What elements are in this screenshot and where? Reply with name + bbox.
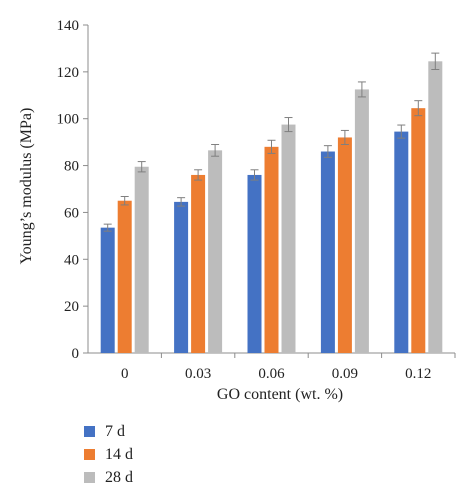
legend-label-14d: 14 d — [105, 445, 133, 463]
bar-14d-0 — [117, 200, 132, 353]
bar-28d-0.03 — [208, 150, 223, 353]
bar-7d-0 — [100, 227, 115, 353]
y-tick-label: 0 — [72, 346, 80, 362]
legend: 7 d 14 d 28 d — [84, 420, 133, 489]
bar-28d-0 — [134, 166, 149, 353]
bar-14d-0.06 — [264, 146, 279, 353]
bar-7d-0.06 — [247, 174, 262, 353]
legend-label-28d: 28 d — [105, 468, 133, 486]
error-bars — [103, 52, 440, 232]
y-tick-label: 120 — [57, 65, 80, 81]
y-tick-label: 20 — [64, 299, 79, 315]
y-tick-label: 140 — [57, 18, 80, 34]
y-tick-labels: 0 20 40 60 80 100 120 140 — [57, 18, 80, 362]
axes — [83, 24, 456, 358]
x-tick-label: 0.09 — [332, 366, 358, 382]
x-tick-label: 0.06 — [258, 366, 285, 382]
legend-swatch-28d — [84, 472, 95, 483]
x-tick-label: 0.03 — [185, 366, 211, 382]
y-tick-label: 100 — [57, 112, 80, 128]
bar-28d-0.06 — [281, 124, 296, 353]
y-axis-title: Young’s modulus (MPa) — [18, 108, 35, 265]
bar-7d-0.09 — [320, 151, 335, 353]
x-tick-label: 0 — [121, 366, 129, 382]
legend-item-7d: 7 d — [84, 420, 133, 443]
legend-item-14d: 14 d — [84, 443, 133, 466]
bar-14d-0.03 — [191, 174, 206, 353]
y-tick-label: 80 — [64, 159, 79, 175]
legend-swatch-7d — [84, 426, 95, 437]
bar-28d-0.09 — [354, 89, 369, 353]
x-tick-labels: 0 0.03 0.06 0.09 0.12 — [121, 366, 431, 382]
bar-28d-0.12 — [428, 61, 443, 354]
bar-14d-0.12 — [411, 108, 426, 354]
legend-swatch-14d — [84, 449, 95, 460]
legend-item-28d: 28 d — [84, 466, 133, 489]
x-tick-label: 0.12 — [405, 366, 431, 382]
x-axis-title: GO content (wt. %) — [217, 386, 343, 403]
bar-7d-0.03 — [174, 201, 189, 353]
bar-7d-0.12 — [394, 131, 409, 353]
y-tick-label: 40 — [64, 252, 79, 268]
bar-14d-0.09 — [337, 137, 352, 353]
bars — [100, 61, 443, 354]
legend-label-7d: 7 d — [105, 422, 125, 440]
y-tick-label: 60 — [64, 205, 79, 221]
